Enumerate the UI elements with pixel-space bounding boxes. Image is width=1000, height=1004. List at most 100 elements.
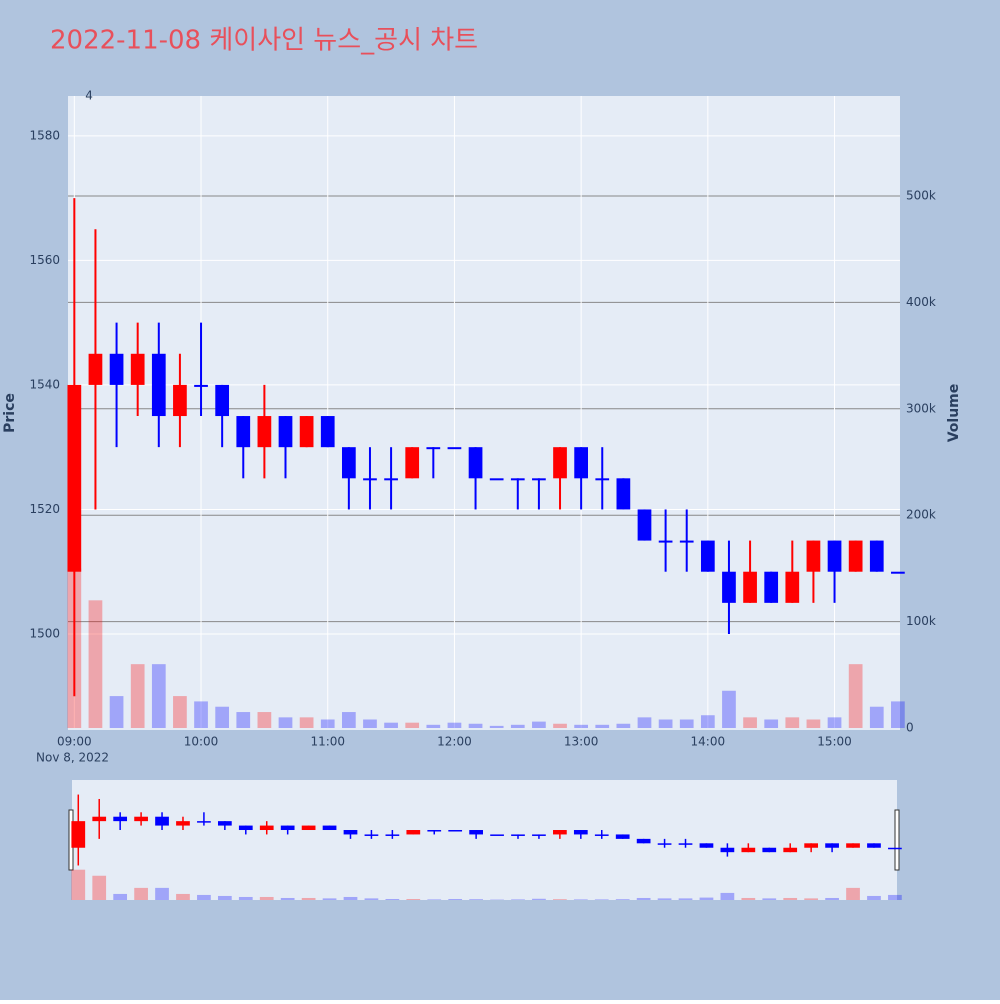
candle-body (152, 354, 166, 416)
y2-tick-label: 300k (906, 401, 936, 415)
volume-bar (131, 664, 145, 728)
volume-bar (384, 723, 398, 728)
mini-candle-body (71, 821, 85, 848)
mini-volume-bar (239, 897, 253, 900)
volume-bar (236, 712, 250, 728)
candle-body (617, 478, 631, 509)
volume-bar (448, 723, 462, 728)
volume-bar (490, 726, 504, 728)
mini-volume-bar (365, 898, 379, 900)
volume-bar (680, 719, 694, 728)
mini-volume-bar (134, 888, 148, 900)
volume-bar (870, 707, 884, 728)
mini-candle-body (616, 834, 630, 838)
mini-volume-bar (155, 888, 169, 900)
candle-body (342, 447, 356, 478)
mini-volume-bar (595, 899, 609, 900)
mini-candle-body (197, 821, 211, 823)
candle-body (448, 447, 462, 449)
candle-body (785, 572, 799, 603)
mini-volume-bar (783, 898, 797, 900)
chart-title: 2022-11-08 케이사인 뉴스_공시 차트 (50, 26, 478, 56)
candle-body (215, 385, 229, 416)
mini-candle-body (113, 817, 127, 821)
candle-body (67, 385, 81, 572)
mini-volume-bar (469, 899, 483, 900)
mini-candle-body (386, 834, 400, 836)
volume-bar (279, 717, 293, 728)
mini-candle-body (260, 826, 274, 830)
mini-candle-body (427, 830, 441, 832)
volume-bar (743, 717, 757, 728)
volume-bar (553, 724, 567, 728)
x-tick-label: 11:00 (310, 735, 345, 749)
mini-volume-bar (113, 894, 127, 900)
candle-body (553, 447, 567, 478)
mini-candle-body (239, 826, 253, 830)
y-tick-label: 1500 (29, 626, 60, 640)
y-tick-label: 1540 (29, 377, 60, 391)
mini-candle-body (700, 843, 714, 847)
candle-body (321, 416, 335, 447)
candle-body (405, 447, 419, 478)
annotation: 4 (85, 89, 93, 103)
candle-body (891, 572, 905, 574)
range-handle-right[interactable] (895, 810, 899, 870)
x-tick-label: 10:00 (184, 735, 219, 749)
plot-area (68, 96, 900, 730)
mini-volume-bar (532, 899, 546, 900)
y2-axis-title: Volume (946, 384, 962, 443)
candle-body (194, 385, 208, 387)
volume-bar (363, 719, 377, 728)
volume-bar (215, 707, 229, 728)
mini-volume-bar (867, 896, 881, 900)
volume-bar (891, 701, 905, 728)
candle-body (743, 572, 757, 603)
mini-candle-body (637, 839, 651, 843)
candle-body (638, 509, 652, 540)
candle-body (279, 416, 293, 447)
mini-candle-body (658, 843, 672, 845)
candle-body (680, 541, 694, 543)
x-tick-label: 12:00 (437, 735, 472, 749)
mini-volume-bar (637, 898, 651, 900)
volume-bar (828, 717, 842, 728)
candle-body (363, 478, 377, 480)
mini-candle-body (469, 830, 483, 834)
volume-bar (110, 696, 124, 728)
range-slider (72, 780, 897, 900)
mini-volume-bar (888, 895, 902, 900)
mini-candle-body (867, 843, 881, 847)
volume-bar (659, 719, 673, 728)
volume-bar (595, 725, 609, 728)
x-tick-label: 13:00 (564, 735, 599, 749)
candle-body (89, 354, 103, 385)
x-tick-label: 15:00 (817, 735, 852, 749)
mini-candle-body (323, 826, 337, 830)
mini-candle-body (511, 834, 525, 836)
candle-body (173, 385, 187, 416)
mini-volume-bar (302, 898, 316, 900)
mini-candle-body (532, 834, 546, 836)
candle-body (764, 572, 778, 603)
mini-volume-bar (741, 898, 755, 900)
mini-candle-body (846, 843, 860, 847)
volume-bar (469, 724, 483, 728)
y-tick-label: 1580 (29, 128, 60, 142)
y2-tick-label: 200k (906, 508, 936, 522)
mini-volume-bar (511, 899, 525, 900)
candle-body (426, 447, 440, 449)
volume-bar (617, 724, 631, 728)
volume-bar (173, 696, 187, 728)
y-tick-label: 1560 (29, 253, 60, 267)
volume-bar (89, 600, 103, 728)
mini-volume-bar (427, 899, 441, 900)
mini-candle-body (218, 821, 232, 825)
candle-body (595, 478, 609, 480)
x-tick-label: 09:00 (57, 735, 92, 749)
candle-body (490, 478, 504, 480)
y2-tick-label: 500k (906, 189, 936, 203)
y-axis-title: Price (2, 393, 18, 433)
mini-volume-bar (344, 897, 358, 900)
